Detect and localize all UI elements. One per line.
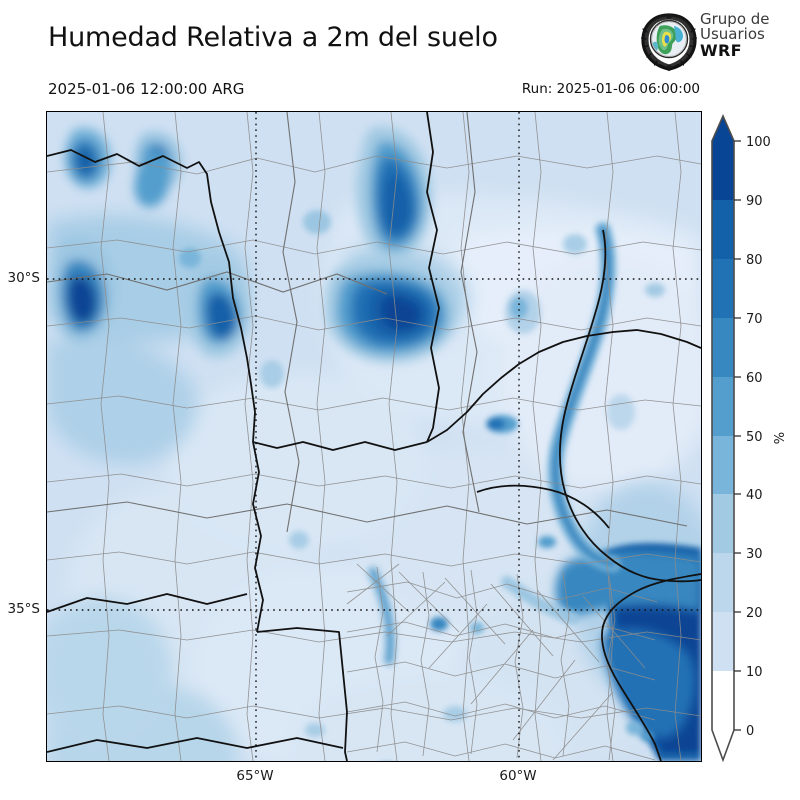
humidity-field [47,112,701,761]
country-borders [47,112,701,761]
colorbar-tick-40: 40 [746,488,763,503]
province-borders [47,112,688,533]
model-run-label: Run: 2025-01-06 06:00:00 [521,81,700,97]
colorbar-tick-60: 60 [746,371,763,386]
colorbar[interactable]: 100 90 80 70 60 50 40 30 20 10 0 % [704,108,800,768]
department-borders [47,112,701,761]
colorbar-ticks [734,140,741,731]
colorbar-tick-80: 80 [746,253,763,268]
valid-time-label: 2025-01-06 12:00:00 ARG [48,80,245,98]
page-title: Humedad Relativa a 2m del suelo [48,22,498,53]
colorbar-units-label: % [773,432,788,444]
colorbar-tick-10: 10 [746,665,763,680]
logo: Grupo de Usuarios WRF [640,10,790,74]
colorbar-tick-30: 30 [746,547,763,562]
logo-line-3: WRF [700,40,742,60]
wrf-emblem-icon [640,13,698,72]
colorbar-tick-70: 70 [746,312,763,327]
lat-tick-35s: 35°S [7,601,41,617]
lat-tick-30s: 30°S [7,270,41,286]
map-plot-area[interactable] [46,111,702,762]
colorbar-tick-0: 0 [746,724,754,739]
lon-tick-60w: 60°W [499,768,537,784]
colorbar-swatches [712,116,734,760]
logo-line-2: Usuarios [700,25,765,44]
colorbar-tick-100: 100 [746,135,771,150]
colorbar-tick-20: 20 [746,606,763,621]
colorbar-svg: 100 90 80 70 60 50 40 30 20 10 0 % [711,114,788,763]
graticule [47,112,701,761]
lon-tick-65w: 65°W [236,768,274,784]
logo-line-1: Grupo de [700,10,770,28]
colorbar-tick-90: 90 [746,194,763,209]
colorbar-tick-50: 50 [746,430,763,445]
